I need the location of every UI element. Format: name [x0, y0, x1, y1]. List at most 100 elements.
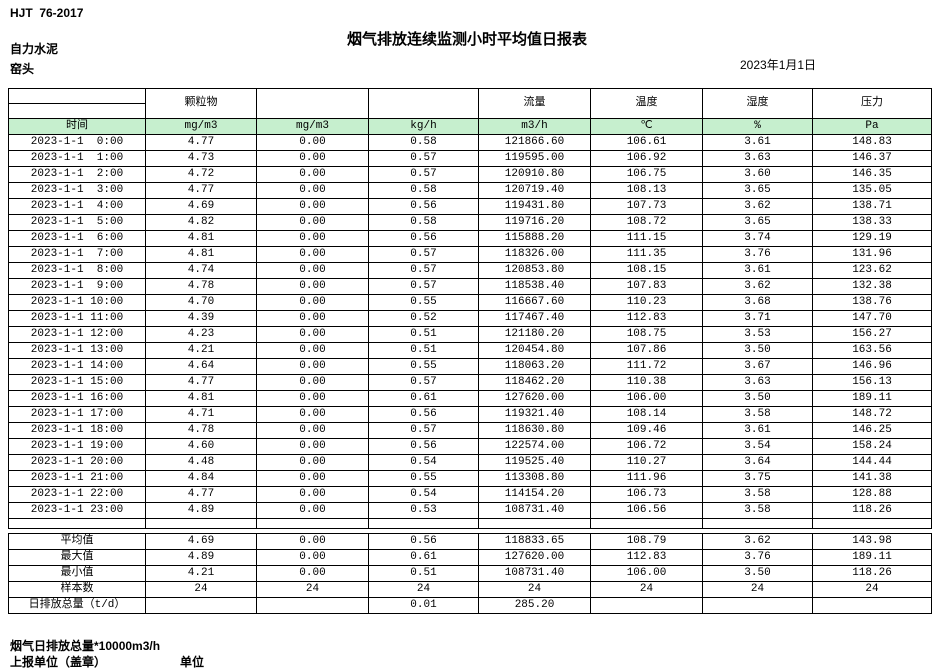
value-cell: 120454.80 — [478, 342, 591, 359]
value-cell: 3.67 — [702, 358, 813, 375]
row-label-cell: 2023-1-1 12:00 — [8, 326, 146, 343]
value-cell: 119431.80 — [478, 198, 591, 215]
hour-data-row: 2023-1-1 8:00 4.74 0.00 0.57 120853.80 108.15… — [8, 262, 932, 279]
value-cell: 24 — [478, 581, 591, 598]
hour-data-row: 2023-1-1 22:00 4.77 0.00 0.54 114154.20 106.7… — [8, 486, 932, 503]
blank-cell — [8, 518, 146, 529]
group-header-humidity: 湿度 — [702, 88, 813, 119]
value-cell: 106.73 — [590, 486, 703, 503]
row-label-cell: 2023-1-1 6:00 — [8, 230, 146, 247]
value-cell — [590, 597, 703, 614]
value-cell: 0.00 — [256, 326, 369, 343]
value-cell: 0.57 — [368, 150, 479, 167]
value-cell — [256, 597, 369, 614]
summary-row: 最小值 4.21 0.00 0.51 108731.40 106.00 3.50 118.26 — [8, 565, 932, 582]
value-cell: 118833.65 — [478, 533, 591, 550]
hour-data-row: 2023-1-1 18:00 4.78 0.00 0.57 118630.80 109.4… — [8, 422, 932, 439]
value-cell: 0.00 — [256, 358, 369, 375]
row-label-cell: 2023-1-1 17:00 — [8, 406, 146, 423]
value-cell: 0.00 — [256, 390, 369, 407]
value-cell: 108.72 — [590, 214, 703, 231]
value-cell: 3.50 — [702, 342, 813, 359]
value-cell: 0.57 — [368, 374, 479, 391]
value-cell: 3.58 — [702, 486, 813, 503]
hour-data-row: 2023-1-1 14:00 4.64 0.00 0.55 118063.20 111.7… — [8, 358, 932, 375]
station-name: 窑头 — [10, 62, 35, 76]
value-cell: 107.83 — [590, 278, 703, 295]
hour-data-row: 2023-1-1 21:00 4.84 0.00 0.55 113308.80 111.9… — [8, 470, 932, 487]
footer-report-org-label: 上报单位（盖章） — [10, 655, 107, 669]
value-cell: 106.92 — [590, 150, 703, 167]
value-cell: 118.26 — [812, 502, 932, 519]
value-cell: 138.33 — [812, 214, 932, 231]
value-cell: 119716.20 — [478, 214, 591, 231]
value-cell: 24 — [812, 581, 932, 598]
value-cell: 108.13 — [590, 182, 703, 199]
value-cell: 118326.00 — [478, 246, 591, 263]
value-cell: 119595.00 — [478, 150, 591, 167]
value-cell: 0.56 — [368, 230, 479, 247]
value-cell: 0.56 — [368, 438, 479, 455]
value-cell: 116667.60 — [478, 294, 591, 311]
group-header-blank-1 — [256, 88, 369, 119]
value-cell: 144.44 — [812, 454, 932, 471]
value-cell: 112.83 — [590, 549, 703, 566]
value-cell: 0.55 — [368, 294, 479, 311]
row-label-cell: 样本数 — [8, 581, 146, 598]
hour-data-row: 2023-1-1 10:00 4.70 0.00 0.55 116667.60 110.2… — [8, 294, 932, 311]
value-cell: 3.63 — [702, 374, 813, 391]
value-cell: 4.81 — [145, 246, 257, 263]
value-cell: 112.83 — [590, 310, 703, 327]
value-cell: 0.54 — [368, 486, 479, 503]
value-cell: 147.70 — [812, 310, 932, 327]
value-cell: 0.00 — [256, 134, 369, 151]
value-cell: 0.00 — [256, 502, 369, 519]
blank-cell — [702, 518, 813, 529]
value-cell: 0.57 — [368, 166, 479, 183]
value-cell: 0.57 — [368, 246, 479, 263]
group-header-flow: 流量 — [478, 88, 591, 119]
value-cell: 0.56 — [368, 406, 479, 423]
value-cell: 0.57 — [368, 262, 479, 279]
hour-data-row: 2023-1-1 12:00 4.23 0.00 0.51 121180.20 108.7… — [8, 326, 932, 343]
row-label-cell: 日排放总量（t/d） — [8, 597, 146, 614]
hour-data-row: 2023-1-1 2:00 4.72 0.00 0.57 120910.80 106.75… — [8, 166, 932, 183]
unit-header-time: 时间 — [8, 118, 146, 135]
blank-cell — [478, 518, 591, 529]
value-cell: 0.00 — [256, 214, 369, 231]
blank-spacer-row — [8, 518, 932, 529]
hour-data-row: 2023-1-1 16:00 4.81 0.00 0.61 127620.00 106.0… — [8, 390, 932, 407]
value-cell: 4.77 — [145, 182, 257, 199]
hour-data-row: 2023-1-1 9:00 4.78 0.00 0.57 118538.40 107.83… — [8, 278, 932, 295]
value-cell: 128.88 — [812, 486, 932, 503]
corner-cell-top — [8, 88, 146, 104]
value-cell: 0.55 — [368, 358, 479, 375]
value-cell: 4.72 — [145, 166, 257, 183]
value-cell: 111.15 — [590, 230, 703, 247]
value-cell: 4.78 — [145, 278, 257, 295]
blank-cell — [368, 518, 479, 529]
value-cell: 4.77 — [145, 374, 257, 391]
row-label-cell: 2023-1-1 15:00 — [8, 374, 146, 391]
row-label-cell: 最小值 — [8, 565, 146, 582]
value-cell: 121866.60 — [478, 134, 591, 151]
value-cell: 0.00 — [256, 549, 369, 566]
row-label-cell: 2023-1-1 11:00 — [8, 310, 146, 327]
value-cell: 138.76 — [812, 294, 932, 311]
value-cell: 24 — [145, 581, 257, 598]
value-cell: 0.00 — [256, 342, 369, 359]
value-cell: 0.00 — [256, 262, 369, 279]
value-cell: 135.05 — [812, 182, 932, 199]
value-cell: 0.00 — [256, 486, 369, 503]
value-cell: 3.75 — [702, 470, 813, 487]
hour-data-row: 2023-1-1 20:00 4.48 0.00 0.54 119525.40 110.2… — [8, 454, 932, 471]
hour-data-row: 2023-1-1 23:00 4.89 0.00 0.53 108731.40 106.5… — [8, 502, 932, 519]
value-cell: 3.76 — [702, 246, 813, 263]
value-cell: 0.00 — [256, 182, 369, 199]
row-label-cell: 2023-1-1 7:00 — [8, 246, 146, 263]
value-cell: 4.69 — [145, 198, 257, 215]
hour-data-row: 2023-1-1 0:00 4.77 0.00 0.58 121866.60 106.61… — [8, 134, 932, 151]
value-cell: 0.51 — [368, 342, 479, 359]
row-label-cell: 2023-1-1 13:00 — [8, 342, 146, 359]
unit-header-percent: % — [702, 118, 813, 135]
